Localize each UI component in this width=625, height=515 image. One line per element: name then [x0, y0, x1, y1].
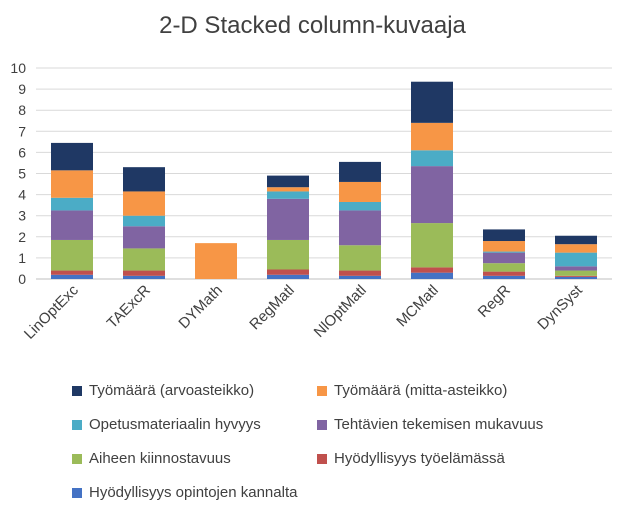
- legend-label: Työmäärä (mitta-asteikko): [334, 382, 508, 399]
- bar-segment: [123, 167, 165, 192]
- bar-segment: [51, 197, 93, 211]
- legend-label: Tehtävien tekemisen mukavuus: [334, 416, 544, 433]
- y-tick-label: 2: [18, 229, 26, 245]
- bar-segment: [555, 276, 597, 279]
- bar-segment: [555, 270, 597, 276]
- y-tick-label: 3: [18, 208, 26, 224]
- legend-label: Aiheen kiinnostavuus: [89, 450, 231, 467]
- bar-segment: [123, 275, 165, 279]
- bar-segment: [267, 269, 309, 275]
- bar-segment: [195, 243, 237, 279]
- bar-segment: [123, 191, 165, 216]
- bar-segment: [339, 161, 381, 182]
- bar-segment: [555, 252, 597, 267]
- bar-segment: [339, 201, 381, 211]
- chart-title: 2-D Stacked column-kuvaaja: [159, 12, 466, 39]
- bar-segment: [339, 181, 381, 202]
- y-tick-label: 9: [18, 81, 26, 97]
- bar-segment: [483, 271, 525, 276]
- bar-segment: [483, 263, 525, 272]
- legend-swatch: [317, 385, 327, 396]
- bar-segment: [483, 252, 525, 264]
- legend-swatch: [317, 419, 327, 430]
- bar-segment: [267, 239, 309, 270]
- chart-plot: 0 1 2 3 4 5 6 7 8 9 10 LinOptExc TAExcR DYMath RegMat…: [10, 60, 612, 343]
- bar-segment: [51, 170, 93, 198]
- x-tick-label: RegR: [475, 282, 514, 321]
- bar-segment: [267, 187, 309, 192]
- y-tick-label: 4: [18, 187, 26, 203]
- legend-label: Työmäärä (arvoasteikko): [89, 382, 255, 399]
- bar-segment: [411, 150, 453, 167]
- legend: Työmäärä (arvoasteikko) Työmäärä (mitta-a…: [0, 372, 625, 512]
- y-tick-label: 10: [10, 60, 26, 76]
- bar-segment: [51, 274, 93, 279]
- x-tick-label: DYMath: [175, 282, 225, 332]
- bar-segment: [411, 267, 453, 273]
- bar-segment: [555, 235, 597, 245]
- bar-segment: [51, 270, 93, 275]
- legend-item: Opetusmateriaalin hyvyys: [72, 416, 261, 433]
- y-tick-label: 6: [18, 144, 26, 160]
- bar-segment: [483, 229, 525, 242]
- bar-segment: [483, 275, 525, 279]
- bar-segment: [267, 191, 309, 199]
- gridlines: [36, 67, 612, 280]
- x-tick-label: TAExcR: [104, 282, 154, 332]
- legend-item: Työmäärä (arvoasteikko): [72, 382, 254, 399]
- bar-segment: [339, 270, 381, 276]
- x-tick-label: LinOptExc: [21, 281, 82, 342]
- bar-segment: [339, 245, 381, 271]
- legend-swatch: [72, 385, 82, 396]
- bar-segment: [123, 226, 165, 249]
- y-tick-label: 5: [18, 166, 26, 182]
- bar-segment: [123, 215, 165, 227]
- bar-segment: [483, 251, 525, 253]
- legend-item: Aiheen kiinnostavuus: [72, 450, 231, 467]
- legend-item: Työmäärä (mitta-asteikko): [317, 382, 507, 399]
- x-tick-label: DynSyst: [534, 281, 586, 333]
- bar-segment: [51, 239, 93, 271]
- bar-segment: [411, 122, 453, 151]
- bar-segment: [339, 210, 381, 246]
- legend-swatch: [72, 487, 82, 498]
- y-tick-label: 8: [18, 102, 26, 118]
- legend-label: Hyödyllisyys opintojen kannalta: [89, 484, 298, 501]
- bar-segment: [411, 272, 453, 279]
- legend-item: Hyödyllisyys opintojen kannalta: [72, 484, 297, 501]
- x-tick-label: RegMatl: [246, 282, 298, 334]
- bar-segment: [51, 142, 93, 171]
- bar-segment: [267, 175, 309, 188]
- bar-segment: [267, 198, 309, 240]
- legend-item: Tehtävien tekemisen mukavuus: [317, 416, 543, 433]
- bar-segment: [411, 166, 453, 224]
- bar-segment: [411, 81, 453, 123]
- x-tick-label: NlOptMatl: [311, 282, 370, 341]
- legend-label: Hyödyllisyys työelämässä: [334, 450, 505, 467]
- bar-segment: [411, 223, 453, 268]
- bar-segment: [123, 248, 165, 271]
- y-tick-label: 1: [18, 250, 26, 266]
- y-tick-label: 7: [18, 123, 26, 139]
- y-tick-label: 0: [18, 271, 26, 287]
- bar-segment: [123, 270, 165, 276]
- legend-swatch: [72, 453, 82, 464]
- legend-item: Hyödyllisyys työelämässä: [317, 450, 505, 467]
- bars: [51, 81, 597, 279]
- bar-segment: [339, 275, 381, 279]
- legend-swatch: [72, 419, 82, 430]
- legend-swatch: [317, 453, 327, 464]
- bar-segment: [555, 266, 597, 271]
- bar-segment: [267, 274, 309, 279]
- bar-segment: [555, 244, 597, 253]
- bar-segment: [555, 275, 597, 277]
- bar-segment: [483, 241, 525, 252]
- x-tick-label: MCMatl: [393, 282, 442, 331]
- y-axis-ticks: 0 1 2 3 4 5 6 7 8 9 10: [10, 60, 26, 287]
- legend-label: Opetusmateriaalin hyvyys: [89, 416, 261, 433]
- x-axis-ticks: LinOptExc TAExcR DYMath RegMatl NlOptMatl MCM…: [21, 281, 587, 343]
- bar-segment: [51, 210, 93, 240]
